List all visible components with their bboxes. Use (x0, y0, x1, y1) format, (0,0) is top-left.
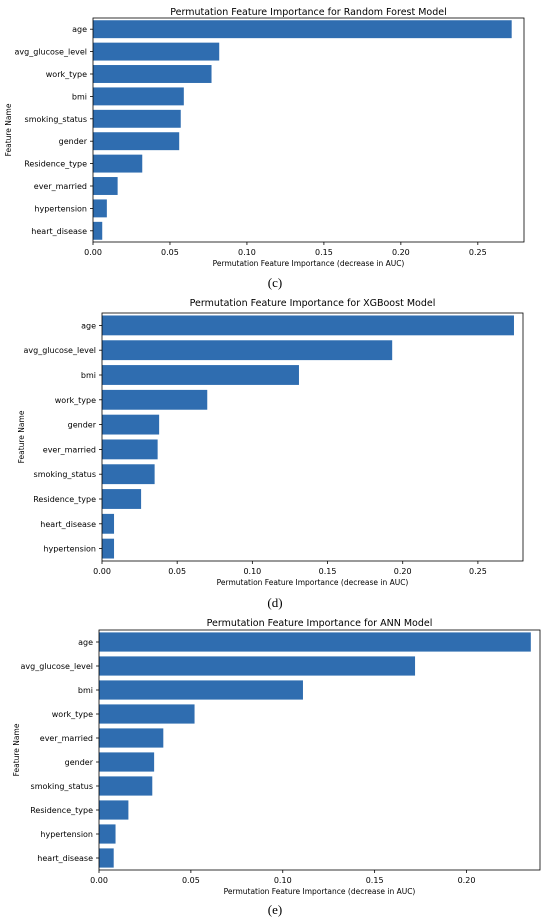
category-label: age (78, 638, 93, 647)
x-tick-label: 0.00 (90, 876, 108, 885)
x-tick-label: 0.15 (315, 248, 333, 257)
x-tick-label: 0.05 (182, 876, 200, 885)
bar-ever-married (93, 177, 118, 195)
plot-frame (98, 629, 541, 871)
category-label: smoking_status (25, 115, 87, 124)
bar-avg-glucose-level (102, 340, 393, 361)
chart-ann-svg: Permutation Feature Importance for ANN M… (12, 618, 541, 896)
x-tick-label: 0.05 (161, 248, 179, 257)
bar-heart-disease (99, 848, 114, 868)
chart-xgboost: Permutation Feature Importance for XGBoo… (0, 296, 550, 614)
chart-random-forest-svg: Permutation Feature Importance for Rando… (4, 7, 525, 268)
category-label: Residence_type (30, 806, 93, 815)
bar-smoking-status (93, 109, 181, 128)
x-tick-label: 0.00 (84, 248, 102, 257)
category-label: work_type (52, 710, 93, 719)
category-label: heart_disease (40, 520, 96, 529)
x-axis-label: Permutation Feature Importance (decrease… (213, 259, 405, 268)
category-label: ever_married (34, 182, 87, 191)
bar-heart-disease (102, 513, 115, 534)
bar-ever-married (99, 728, 164, 748)
chart-title: Permutation Feature Importance for XGBoo… (190, 298, 436, 309)
category-label: age (72, 25, 87, 34)
bar-smoking-status (99, 776, 153, 796)
panel-label-c: (c) (267, 275, 283, 290)
category-label: avg_glucose_level (15, 48, 88, 57)
y-axis-label: Feature Name (4, 103, 13, 156)
bar-residence-type (99, 800, 129, 820)
bar-hypertension (99, 824, 116, 844)
bar-residence-type (93, 154, 143, 173)
category-label: gender (65, 758, 94, 767)
x-tick-label: 0.15 (319, 567, 337, 576)
category-label: smoking_status (34, 470, 96, 479)
bar-hypertension (102, 538, 115, 559)
chart-ann: Permutation Feature Importance for ANN M… (0, 614, 550, 921)
bar-work-type (93, 65, 212, 83)
plot-frame (101, 312, 524, 562)
category-label: heart_disease (31, 227, 87, 236)
bar-ever-married (102, 439, 158, 460)
bar-smoking-status (102, 464, 155, 485)
x-tick-label: 0.20 (392, 248, 410, 257)
category-label: smoking_status (31, 782, 93, 791)
category-label: ever_married (40, 734, 93, 743)
y-axis-label: Feature Name (12, 723, 21, 776)
category-label: work_type (46, 70, 87, 79)
bar-gender (93, 132, 180, 151)
category-label: gender (68, 421, 97, 430)
bar-work-type (102, 389, 208, 410)
bar-avg-glucose-level (93, 42, 220, 61)
x-tick-label: 0.10 (238, 248, 256, 257)
category-label: bmi (78, 686, 93, 695)
category-label: hypertension (34, 204, 87, 213)
category-label: bmi (81, 371, 96, 380)
category-label: gender (59, 137, 88, 146)
bar-hypertension (93, 199, 107, 218)
panel-label-e: (e) (267, 902, 283, 917)
bar-age (93, 20, 512, 39)
chart-title: Permutation Feature Importance for ANN M… (207, 618, 433, 629)
bar-age (99, 632, 531, 652)
plot-frame (92, 17, 525, 243)
x-axis-label: Permutation Feature Importance (decrease… (224, 887, 416, 896)
bar-avg-glucose-level (99, 656, 416, 676)
x-tick-label: 0.00 (93, 567, 111, 576)
category-label: work_type (55, 396, 96, 405)
bar-bmi (99, 680, 303, 700)
category-label: hypertension (43, 545, 96, 554)
chart-random-forest: Permutation Feature Importance for Rando… (0, 0, 550, 296)
x-tick-label: 0.25 (469, 567, 487, 576)
category-label: avg_glucose_level (21, 662, 94, 671)
category-label: Residence_type (24, 160, 87, 169)
category-label: heart_disease (37, 854, 93, 863)
bar-gender (102, 414, 160, 435)
category-label: ever_married (43, 445, 96, 454)
category-label: age (81, 321, 96, 330)
category-label: hypertension (40, 830, 93, 839)
bar-work-type (99, 704, 195, 724)
panel-label-d: (d) (267, 595, 283, 610)
x-tick-label: 0.20 (458, 876, 476, 885)
chart-title: Permutation Feature Importance for Rando… (170, 7, 447, 18)
x-tick-label: 0.25 (469, 248, 487, 257)
x-axis-label: Permutation Feature Importance (decrease… (217, 578, 409, 587)
x-tick-label: 0.15 (366, 876, 384, 885)
x-tick-label: 0.10 (274, 876, 292, 885)
category-label: bmi (72, 92, 87, 101)
x-tick-label: 0.05 (168, 567, 186, 576)
category-label: avg_glucose_level (24, 346, 97, 355)
bar-bmi (93, 87, 184, 106)
bar-age (102, 315, 514, 336)
bar-heart-disease (93, 221, 103, 240)
x-tick-label: 0.20 (394, 567, 412, 576)
x-tick-label: 0.10 (243, 567, 261, 576)
bar-residence-type (102, 489, 142, 509)
category-label: Residence_type (33, 495, 96, 504)
bar-bmi (102, 365, 299, 385)
bar-gender (99, 752, 155, 772)
y-axis-label: Feature Name (17, 410, 26, 463)
chart-xgboost-svg: Permutation Feature Importance for XGBoo… (17, 298, 524, 587)
